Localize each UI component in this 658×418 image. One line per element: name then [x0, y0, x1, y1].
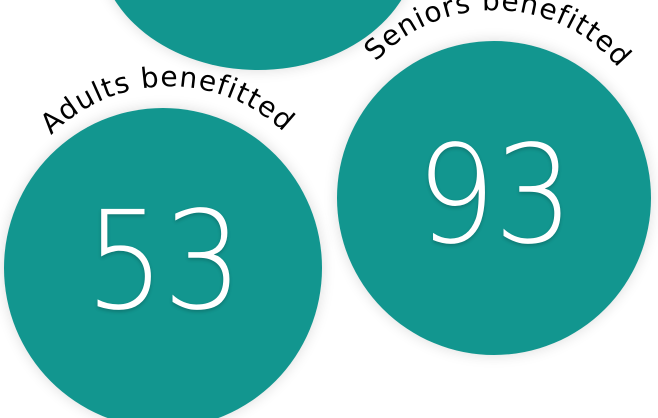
adults-caption-path: Adults benefitted [34, 60, 301, 140]
adults-stat-circle: 53 [4, 108, 322, 418]
seniors-stat-circle: 93 [337, 41, 651, 355]
adults-count: 53 [85, 183, 242, 341]
seniors-caption: Seniors benefitted [358, 0, 639, 73]
adults-caption: Adults benefitted [34, 60, 302, 140]
seniors-caption-path: Seniors benefitted [358, 0, 638, 73]
seniors-count: 93 [416, 117, 573, 275]
